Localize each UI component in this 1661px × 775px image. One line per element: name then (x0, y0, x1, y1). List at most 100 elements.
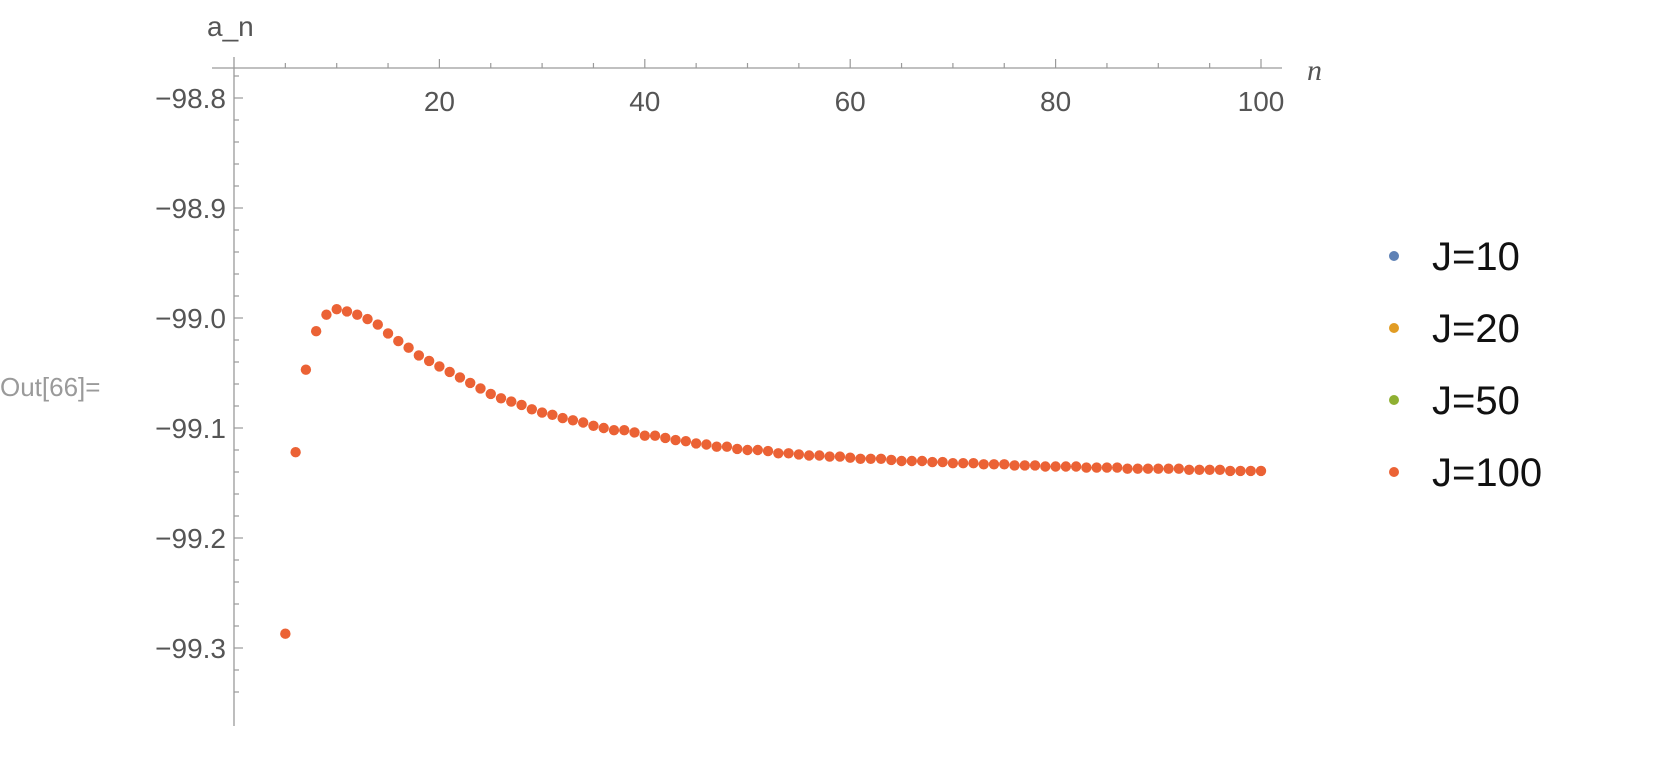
data-point (865, 453, 876, 464)
data-point (321, 309, 332, 320)
data-point (927, 456, 938, 468)
data-point (536, 407, 548, 418)
legend-label: J=10 (1432, 235, 1520, 279)
data-point (855, 453, 866, 464)
data-point (1245, 465, 1256, 477)
y-tick-label: −98.9 (155, 193, 226, 224)
data-point (372, 319, 383, 330)
x-tick-label: 60 (835, 86, 866, 117)
data-point (1255, 465, 1267, 477)
data-point (577, 417, 589, 428)
y-axis-title: a_n (207, 11, 254, 42)
data-point (567, 415, 579, 426)
data-point (300, 364, 312, 375)
y-tick-label: −99.3 (155, 633, 226, 664)
data-point (916, 455, 928, 467)
data-point (495, 393, 507, 404)
legend-marker (1389, 323, 1399, 333)
data-point (957, 458, 969, 469)
data-point (1214, 464, 1226, 475)
data-point (886, 454, 897, 466)
data-point (1132, 463, 1143, 474)
data-point (557, 412, 568, 424)
x-tick-label: 80 (1040, 86, 1071, 117)
data-point (310, 326, 322, 337)
data-point (1101, 462, 1113, 473)
legend-label: J=100 (1432, 451, 1542, 495)
data-point (331, 304, 342, 315)
data-point (1081, 462, 1092, 473)
data-point (362, 313, 373, 325)
data-point (783, 448, 794, 459)
data-point (978, 459, 989, 470)
data-point (1029, 460, 1041, 471)
data-point (413, 350, 425, 361)
data-point (690, 438, 702, 449)
data-point (937, 456, 948, 468)
axes (212, 57, 1282, 726)
data-point (619, 425, 630, 436)
data-point (639, 430, 650, 441)
data-point (752, 444, 763, 456)
series-j-100 (280, 304, 1267, 639)
data-point (834, 451, 846, 462)
legend-marker (1389, 467, 1399, 477)
x-tick-label: 100 (1238, 86, 1285, 117)
data-point (762, 445, 774, 457)
data-point (1070, 461, 1082, 472)
data-point (393, 335, 404, 347)
data-point (670, 434, 681, 446)
legend-label: J=20 (1432, 307, 1520, 351)
data-point (280, 628, 291, 639)
data-point (845, 452, 856, 463)
data-point (608, 425, 620, 436)
data-point (403, 342, 414, 353)
data-point (1019, 460, 1030, 471)
y-tick-label: −98.8 (155, 83, 226, 114)
data-point (660, 432, 671, 444)
data-point (1142, 463, 1154, 474)
data-point (475, 383, 486, 394)
data-point (506, 396, 517, 407)
data-point (742, 444, 753, 456)
data-point (814, 450, 825, 461)
data-point (1194, 464, 1205, 475)
data-point (526, 404, 538, 415)
x-axis-ticks: 20 40 60 80 100 (284, 59, 1285, 117)
data-point (290, 447, 301, 458)
data-point (824, 451, 835, 462)
data-point (444, 366, 455, 378)
data-point (721, 441, 733, 452)
data-point (465, 377, 476, 389)
y-tick-label: −99.0 (155, 303, 226, 334)
data-point (711, 441, 722, 452)
x-axis-title: n (1307, 54, 1322, 87)
data-point (382, 328, 394, 339)
data-point (629, 427, 640, 438)
data-point (1040, 461, 1051, 472)
y-axis-ticks: −98.8 −98.9 −99.0 −99.1 −99.2 −99.3 (155, 75, 243, 693)
data-point (516, 399, 527, 411)
data-point (988, 459, 1000, 470)
data-point (434, 361, 445, 372)
data-point (999, 459, 1010, 470)
data-point (906, 455, 918, 467)
data-point (547, 409, 558, 420)
legend-label: J=50 (1432, 379, 1520, 423)
y-tick-label: −99.2 (155, 523, 226, 554)
data-point (1224, 465, 1236, 477)
legend-marker (1389, 251, 1399, 261)
legend-marker (1389, 395, 1399, 405)
data-points (280, 304, 1267, 639)
data-point (588, 420, 599, 431)
data-point (1009, 460, 1020, 471)
data-point (352, 309, 363, 320)
data-point (1091, 462, 1102, 473)
data-point (732, 443, 743, 455)
data-point (1153, 463, 1164, 474)
data-point (1163, 463, 1174, 474)
data-point (793, 449, 805, 460)
data-point (803, 450, 815, 461)
data-point (1050, 461, 1061, 472)
